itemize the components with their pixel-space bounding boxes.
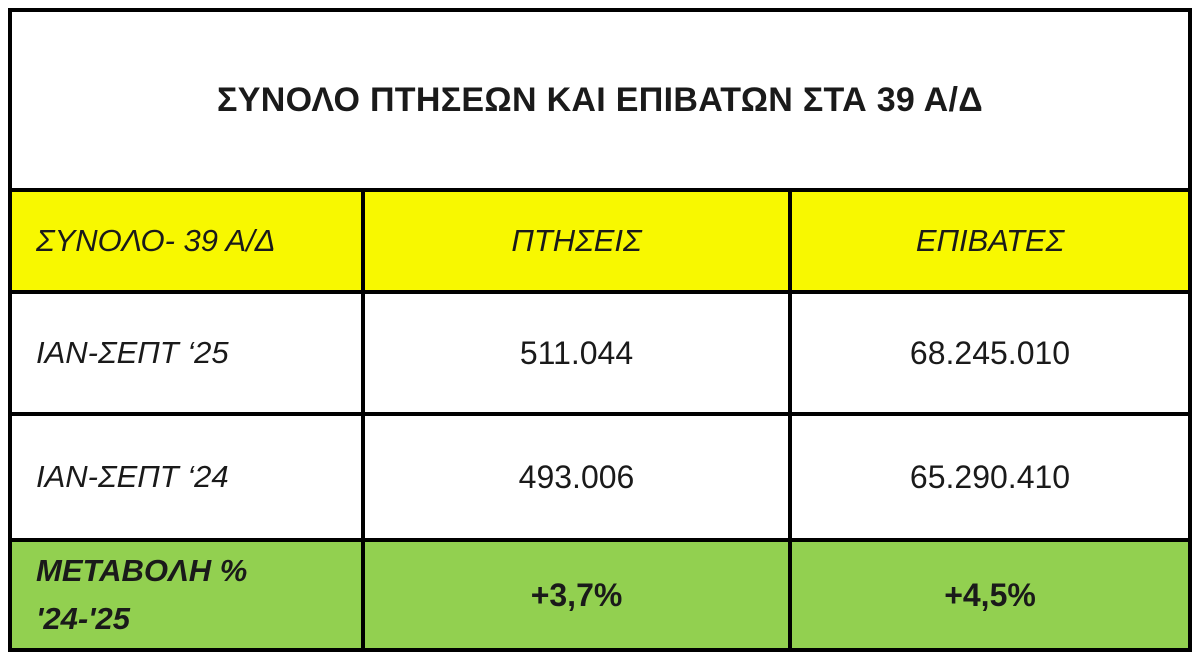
header-passengers: ΕΠΙΒΑΤΕΣ [792, 192, 1188, 290]
row-jan-sept-24-flights: 493.006 [365, 416, 788, 538]
header-flights: ΠΤΗΣΕΙΣ [365, 192, 788, 290]
footer-change-passengers: +4,5% [792, 542, 1188, 648]
row-jan-sept-25-flights: 511.044 [365, 294, 788, 412]
row-jan-sept-24-label: ΙΑΝ-ΣΕΠΤ ‘24 [12, 416, 361, 538]
footer-change-label: ΜΕΤΑΒΟΛΗ % '24-'25 [12, 542, 361, 648]
row-jan-sept-24-passengers: 65.290.410 [792, 416, 1188, 538]
header-total-39-airports: ΣΥΝΟΛΟ- 39 Α/Δ [12, 192, 361, 290]
flights-passengers-table: ΣΥΝΟΛΟ ΠΤΗΣΕΩΝ ΚΑΙ ΕΠΙΒΑΤΩΝ ΣΤΑ 39 Α/Δ Σ… [8, 8, 1192, 652]
table-title: ΣΥΝΟΛΟ ΠΤΗΣΕΩΝ ΚΑΙ ΕΠΙΒΑΤΩΝ ΣΤΑ 39 Α/Δ [12, 12, 1188, 188]
row-jan-sept-25-passengers: 68.245.010 [792, 294, 1188, 412]
row-jan-sept-25-label: ΙΑΝ-ΣΕΠΤ ‘25 [12, 294, 361, 412]
footer-change-flights: +3,7% [365, 542, 788, 648]
